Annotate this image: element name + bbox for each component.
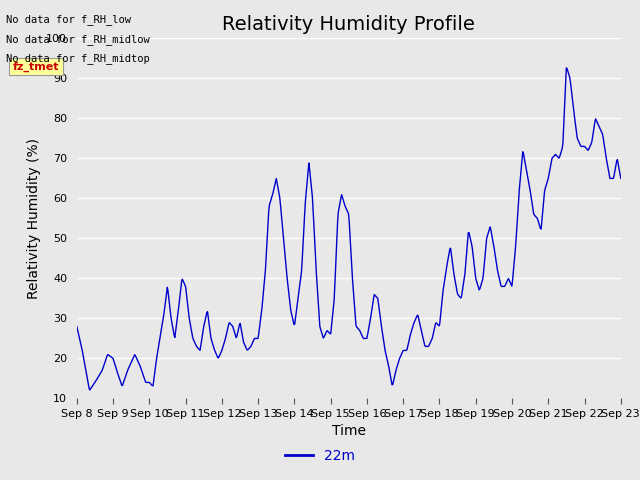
Text: No data for f_RH_low: No data for f_RH_low bbox=[6, 14, 131, 25]
Y-axis label: Relativity Humidity (%): Relativity Humidity (%) bbox=[26, 138, 40, 299]
X-axis label: Time: Time bbox=[332, 424, 366, 438]
Text: fz_tmet: fz_tmet bbox=[13, 61, 60, 72]
Legend: 22m: 22m bbox=[280, 443, 360, 468]
Text: No data for f_RH_midlow: No data for f_RH_midlow bbox=[6, 34, 150, 45]
Title: Relativity Humidity Profile: Relativity Humidity Profile bbox=[222, 15, 476, 34]
Text: No data for f_RH_midtop: No data for f_RH_midtop bbox=[6, 53, 150, 64]
